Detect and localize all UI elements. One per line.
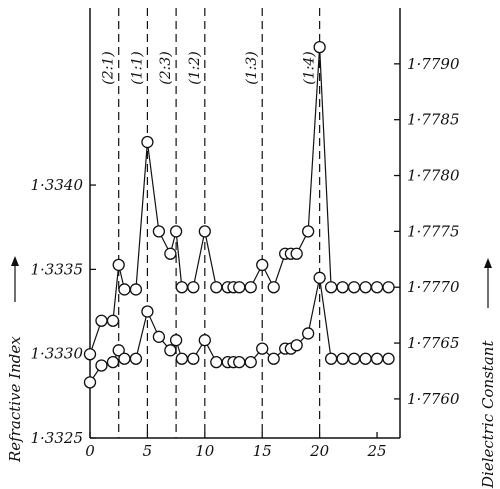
right-axis-data-point [370,281,384,294]
left-axis-title: Refractive Index [6,336,24,463]
left-axis-data-point [290,339,303,352]
right-axis-data-point [106,314,120,327]
left-axis-data-point [164,344,177,357]
right-tick-label: 1·7780 [407,167,460,185]
right-axis-data-point [244,281,257,294]
right-axis-title-group: Dielectric Constant [479,258,497,489]
left-axis-data-point [112,344,125,357]
left-axis-data-point [256,342,269,355]
left-axis-data-point [129,352,143,365]
x-tick-label: 25 [366,442,386,460]
x-tick-label: 0 [85,442,95,460]
right-axis-arrowhead [484,258,492,268]
right-tick-label: 1·7775 [407,222,460,240]
series [83,40,395,389]
left-axis-data-point [118,352,131,365]
left-axis-data-point [301,327,315,340]
left-axis-data-point [187,352,200,365]
right-axis-data-point [359,281,372,294]
left-tick-label: 1·3340 [31,176,84,194]
right-axis-data-point [129,283,143,296]
left-axis-data-point [175,352,189,365]
left-axis-data-point [370,352,384,365]
right-axis-data-point [347,281,361,294]
ticks: 0 5 10 15 20 25 1·3325 1·3330 1·3335 1·3340 1·7760… [31,55,460,460]
right-axis-series-line [89,47,389,355]
right-tick-label: 1·7760 [407,390,460,408]
right-axis-data-point [324,281,338,294]
right-axis-data-point [112,258,125,272]
right-axis-data-point [95,314,108,327]
x-tick-label: 20 [309,442,330,460]
left-axis-data-point [359,352,372,365]
right-axis-data-point [175,281,189,294]
axes [89,8,401,439]
composition-label: (1:4) [302,51,318,84]
right-tick-label: 1·7790 [407,55,460,73]
right-tick-label: 1·7785 [407,111,460,129]
left-axis-data-point [233,355,246,369]
left-tick-label: 1·3330 [31,345,84,363]
right-axis-data-point [164,247,177,260]
left-axis-data-point [324,352,338,365]
left-axis-data-point [198,334,211,347]
right-axis-data-point [141,135,154,149]
left-axis-data-point [152,330,166,343]
right-axis-data-point [290,247,303,260]
left-axis-data-point [83,376,97,389]
right-axis-data-point [233,281,246,294]
left-axis-arrowhead [11,256,19,266]
x-tick-label: 5 [143,442,153,460]
left-axis-data-point [141,305,154,318]
left-axis-title-group: Refractive Index [6,256,24,463]
right-axis-data-point [313,40,326,54]
left-axis-data-point [313,271,326,284]
left-axis-data-point [267,352,280,365]
right-axis-data-point [83,348,97,361]
composition-label: (2:3) [158,51,174,84]
left-axis-data-point [347,352,361,365]
left-axis-data-point [210,355,223,369]
right-tick-label: 1·7770 [407,278,460,296]
x-tick-label: 10 [195,442,215,460]
x-tick-label: 15 [253,442,272,460]
composition-label: (1:2) [187,51,203,84]
composition-label: (1:3) [244,51,260,84]
right-axis-data-point [382,281,395,294]
left-axis-data-point [336,352,349,365]
right-axis-title: Dielectric Constant [479,340,497,489]
right-axis-data-point [198,225,211,238]
annotations: (2:1) (1:1) (2:3) (1:2) (1:3) (1:4) [101,51,318,84]
left-axis-data-point [169,334,183,347]
left-tick-label: 1·3335 [31,260,84,278]
left-axis-data-point [106,355,120,369]
right-axis-data-point [336,281,349,294]
composition-label: (1:1) [129,51,145,84]
left-axis-data-point [95,359,108,372]
right-axis-data-point [187,281,200,294]
left-axis-data-point [382,352,395,365]
right-axis-data-point [301,225,315,238]
right-axis-data-point [267,281,280,294]
right-axis-data-point [118,283,131,296]
composition-label: (2:1) [101,51,117,84]
guide-lines [118,8,321,438]
right-axis-data-point [256,258,269,272]
right-tick-label: 1·7765 [407,334,460,352]
right-axis-data-point [169,225,183,238]
right-axis-data-point [210,281,223,294]
left-tick-label: 1·3325 [31,429,84,447]
left-axis-data-point [244,355,257,369]
right-axis-data-point [152,225,166,238]
